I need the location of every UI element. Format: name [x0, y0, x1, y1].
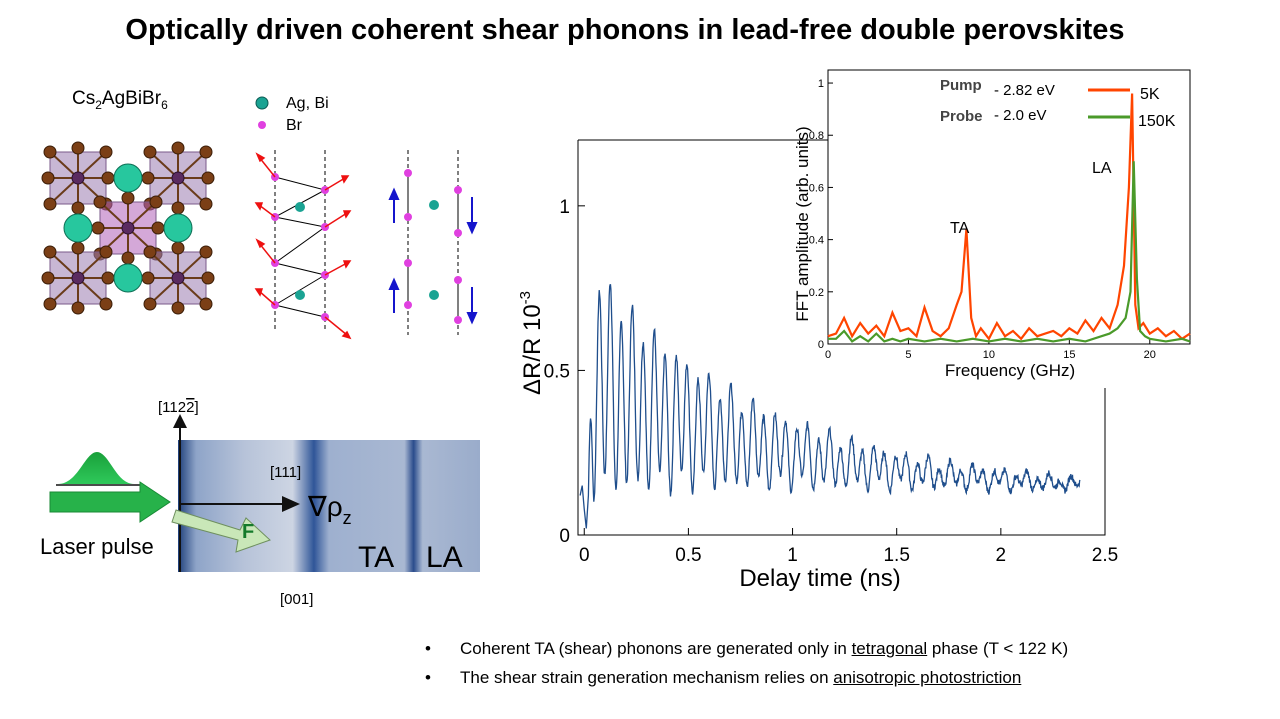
main-series-pre-zero	[579, 485, 590, 529]
ag-bi-atom-icon	[255, 96, 269, 110]
main-xtick-label: 2	[996, 545, 1007, 566]
probe-value: - 2.0 eV	[994, 107, 1047, 124]
main-xtick-label: 1	[787, 545, 798, 566]
main-xtick-label: 2.5	[1092, 545, 1118, 566]
laser-arrow-icon	[49, 481, 171, 523]
wave-label-ta: TA	[358, 541, 394, 574]
direction-bottom-label: [001]	[280, 591, 313, 608]
crystal-formula: Cs2AgBiBr6	[72, 88, 168, 112]
slide-title: Optically driven coherent shear phonons …	[125, 14, 1125, 46]
inset-xlabel: Frequency (GHz)	[945, 361, 1075, 380]
main-xtick-label: 0.5	[675, 545, 701, 566]
inset-ytick-label: 0.4	[809, 235, 824, 247]
inset-ytick-label: 0	[818, 339, 824, 351]
br-atom-icon	[258, 121, 266, 129]
force-arrow-icon	[171, 509, 271, 553]
inset-series-5k	[827, 93, 1191, 341]
longitudinal-mode-sketch	[388, 150, 478, 335]
inset-xtick-label: 15	[1063, 349, 1075, 361]
atom-legend: Ag, Bi Br	[255, 95, 329, 134]
main-xlabel: Delay time (ns)	[739, 565, 900, 592]
direction-arrow-right-icon	[282, 496, 300, 512]
main-chart-frame	[577, 140, 1106, 536]
inset-xtick-label: 10	[983, 349, 995, 361]
direction-mid-label: [111]	[270, 464, 301, 481]
inset-ytick-label: 1	[818, 78, 824, 90]
strain-generation-schematic: [1122] [111] ∇ρz F TA LA Laser pulse [00…	[40, 399, 480, 608]
crystal-structure-image	[41, 141, 215, 315]
legend-label-150k: 150K	[1138, 113, 1176, 130]
main-xtick-label: 0	[579, 545, 590, 566]
bullet-list: • Coherent TA (shear) phonons are generat…	[425, 634, 1068, 692]
inset-annotation-ta: TA	[950, 220, 970, 237]
inset-xtick-label: 0	[825, 349, 831, 361]
pump-label: Pump	[940, 77, 982, 94]
bullet-item-1: • Coherent TA (shear) phonons are generat…	[425, 639, 1069, 658]
force-label: F	[242, 521, 254, 543]
inset-ylabel: FFT amplitude (arb. units)	[793, 126, 812, 321]
inset-series-150k	[828, 161, 1191, 343]
laser-pulse-gaussian-icon	[58, 452, 134, 484]
fft-inset-chart: 0 5 10 15 20 0 0.2 0.4 0.6 0.8 1 Pump - 2.82 eV Pr…	[793, 69, 1191, 380]
main-ytick-label: 0	[559, 526, 570, 547]
main-ytick-label: 1	[559, 197, 570, 218]
direction-top-label: [1122]	[158, 399, 199, 416]
inset-ytick-label: 0.6	[809, 182, 824, 194]
main-series-line	[587, 284, 1081, 502]
legend-label-5k: 5K	[1140, 86, 1160, 103]
inset-annotation-la: LA	[1092, 160, 1112, 177]
shear-mode-sketch	[254, 150, 352, 340]
inset-xtick-label: 5	[905, 349, 911, 361]
inset-ytick-label: 0.8	[809, 130, 824, 142]
bullet-item-2: • The shear strain generation mechanism r…	[425, 668, 1022, 687]
wave-label-la: LA	[426, 541, 463, 574]
reflectivity-chart: 0 0.5 1 1.5 2 2.5 0 0.5 1 Delay time (ns) ΔR/R 1…	[517, 139, 1118, 592]
gradient-label: ∇ρz	[307, 491, 352, 528]
axis-arrow-up-icon	[173, 414, 187, 428]
legend-label-br: Br	[286, 117, 303, 134]
legend-label-ag-bi: Ag, Bi	[286, 95, 329, 112]
laser-pulse-label: Laser pulse	[40, 534, 154, 559]
inset-xtick-label: 20	[1144, 349, 1156, 361]
pump-value: - 2.82 eV	[994, 82, 1055, 99]
inset-ytick-label: 0.2	[809, 287, 824, 299]
main-ytick-label: 0.5	[544, 361, 570, 382]
sample-block	[178, 440, 480, 572]
main-xtick-label: 1.5	[883, 545, 909, 566]
main-ylabel: ΔR/R 10-3	[517, 291, 546, 395]
probe-label: Probe	[940, 108, 983, 125]
